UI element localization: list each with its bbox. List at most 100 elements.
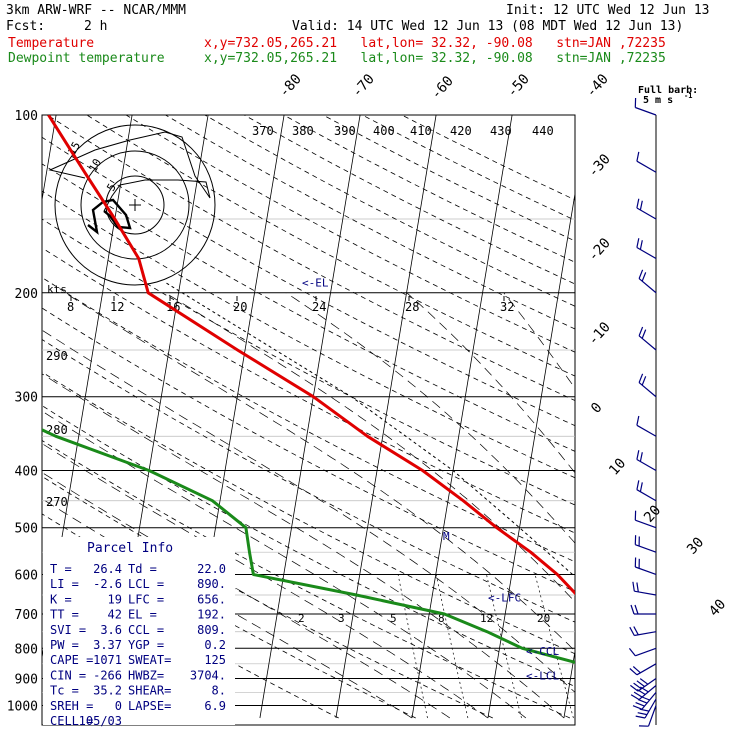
- barb-legend-unit: -1: [684, 92, 692, 100]
- temperature-line: [47, 115, 575, 596]
- wind-barb-flag: [636, 450, 640, 460]
- hodograph-speed-label: 8: [67, 300, 74, 314]
- wind-barb-flag: [633, 682, 642, 690]
- dry-adiabat-line: [322, 115, 575, 242]
- wind-barb-flag: [641, 376, 647, 386]
- moist-adiabat-line: [42, 443, 489, 719]
- wind-barb-staff: [638, 278, 657, 294]
- theta-label: 430: [490, 124, 512, 138]
- isotherm-line: [716, 115, 740, 718]
- pressure-label: 600: [15, 568, 38, 583]
- level-marker-label: <-LCL: [526, 670, 559, 683]
- pressure-label: 800: [15, 642, 38, 657]
- forecast-hour: 2 h: [84, 19, 108, 34]
- hodograph-ring: [54, 124, 216, 286]
- wind-barb-flag: [641, 272, 647, 282]
- dry-adiabat-line: [244, 115, 575, 285]
- wind-barb-flag: [638, 326, 644, 337]
- parcel-info-panel: Parcel Info T = 26.4 Td = 22.0 LI = -2.6 LCL = 8…: [43, 537, 235, 728]
- wind-barb-staff: [636, 246, 657, 260]
- parcel-row-value: 809.: [197, 623, 226, 637]
- wind-barb-staff: [636, 663, 657, 676]
- isotherm-label: -10: [585, 319, 614, 349]
- barb-legend-line2: 5 m s: [643, 95, 673, 106]
- wind-barb-flag: [638, 373, 644, 383]
- parcel-row-value: 192.: [197, 608, 226, 622]
- dry-adiabat-line: [42, 439, 571, 719]
- mixing-ratio-line: [534, 574, 574, 719]
- wind-barb-staff: [638, 335, 657, 351]
- wind-barb-flag: [638, 269, 644, 279]
- dry-adiabat-line: [283, 115, 575, 263]
- isotherm-line: [563, 648, 575, 719]
- isotherm-line: [487, 191, 575, 719]
- isotherm-label: -80: [276, 71, 305, 101]
- wind-barb-staff: [635, 647, 657, 657]
- wind-barb-staff: [635, 519, 657, 529]
- hodograph-ring-label: 15: [65, 140, 83, 158]
- temperature-legend: Temperature: [8, 36, 95, 51]
- wind-barb-staff: [636, 207, 657, 220]
- parcel-panel-background: [43, 537, 235, 725]
- hodograph-speed-label: 20: [233, 300, 247, 314]
- wind-barb-flag: [636, 680, 645, 687]
- temperature-station-info: x,y=732.05,265.21 lat,lon= 32.32, -90.08…: [204, 36, 666, 51]
- pressure-label: 900: [15, 672, 38, 687]
- wind-barb-flag: [628, 648, 636, 657]
- wind-barb-flag: [636, 198, 640, 209]
- wind-barb-flag: [641, 329, 647, 339]
- level-marker-label: M: [443, 530, 450, 543]
- dewpoint-line: [42, 428, 575, 664]
- wind-barb-flag: [636, 582, 639, 592]
- dry-adiabat-line: [42, 371, 575, 655]
- level-markers: <-EL <-LFC <-CCL <-LCL M: [302, 276, 559, 682]
- parcel-row-value: 22.0: [197, 562, 226, 576]
- dry-adiabat-line: [165, 115, 575, 330]
- parcel-row-label: SREH =: [50, 699, 93, 713]
- hodograph-speed-label: 24: [312, 300, 326, 314]
- parcel-row-value: 0.2: [204, 638, 226, 652]
- barb-legend-line1: Full barb:: [638, 85, 698, 96]
- theta-label: 290: [46, 349, 68, 363]
- mixing-ratio-label: 20: [537, 612, 550, 625]
- mixing-ratio-label: 5: [390, 612, 397, 625]
- hodograph-ring-label: 10: [86, 157, 104, 175]
- hodograph-speed-label: 32: [500, 300, 514, 314]
- parcel-row-label: K =: [50, 592, 72, 606]
- theta-label: 270: [46, 495, 68, 509]
- dewpoint-legend: Dewpoint temperature: [8, 51, 165, 66]
- isotherm-label: 20: [641, 502, 664, 525]
- isotherm-line: [640, 115, 740, 718]
- isotherm-label: 30: [684, 534, 707, 557]
- profile-lines: [42, 115, 575, 664]
- moist-adiabat-line: [42, 329, 575, 693]
- pressure-label: 700: [15, 608, 38, 623]
- wind-barb-staff: [635, 566, 657, 576]
- parcel-row-value: 8.: [212, 684, 226, 698]
- wind-barb-flag: [636, 238, 640, 248]
- parcel-row-value: 19: [108, 592, 122, 606]
- theta-label: 400: [373, 124, 395, 138]
- parcel-row-value: 6.9: [204, 699, 226, 713]
- isotherm-label: -60: [428, 73, 457, 103]
- isotherm-label: 10: [606, 455, 629, 478]
- dry-adiabat-line: [47, 115, 575, 401]
- parcel-row-value: 890.: [197, 577, 226, 591]
- isotherm-label: -50: [504, 71, 533, 101]
- wind-barb-flag: [630, 694, 640, 701]
- parcel-row-label: LI =: [50, 577, 79, 591]
- isotherm-label: 40: [706, 596, 729, 619]
- hodograph-speed-label: 28: [405, 300, 419, 314]
- dry-adiabat-line: [42, 136, 575, 427]
- wind-barb-flag: [639, 678, 649, 685]
- dry-adiabat-line: [42, 339, 575, 623]
- hodograph-units-label: kts: [47, 283, 67, 296]
- parcel-row-value: 105/03: [79, 714, 122, 728]
- wind-barb-flag: [629, 626, 635, 636]
- parcel-row-value: -266: [93, 668, 122, 682]
- dry-adiabat-line: [362, 115, 575, 221]
- wind-barb-flag: [630, 604, 635, 615]
- parcel-row-value: -2.6: [93, 577, 122, 591]
- parcel-row-label: Td =: [128, 562, 157, 576]
